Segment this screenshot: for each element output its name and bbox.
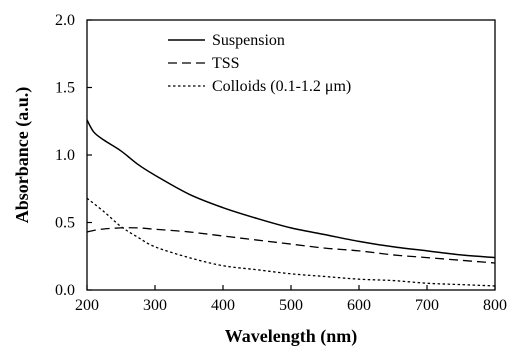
legend-label: Suspension bbox=[212, 32, 285, 49]
series-line-2 bbox=[86, 227, 496, 264]
x-tick-label: 200 bbox=[75, 297, 99, 314]
series-line-3 bbox=[86, 197, 496, 287]
x-tick-label: 600 bbox=[347, 297, 371, 314]
x-tick-label: 300 bbox=[143, 297, 167, 314]
legend-label: TSS bbox=[212, 55, 240, 72]
x-axis: 200 300 400 500 600 700 800 bbox=[75, 285, 507, 314]
x-axis-title: Wavelength (nm) bbox=[225, 326, 358, 347]
series-line-1 bbox=[86, 119, 496, 259]
legend-label: Colloids (0.1-1.2 μm) bbox=[212, 78, 351, 95]
y-tick-label: 1.5 bbox=[55, 80, 75, 97]
y-tick-label: 0.0 bbox=[55, 282, 75, 299]
y-tick-label: 1.0 bbox=[55, 147, 75, 164]
x-tick-label: 400 bbox=[211, 297, 235, 314]
legend: Suspension TSS Colloids (0.1-1.2 μm) bbox=[168, 32, 351, 95]
plot-lines bbox=[86, 119, 496, 287]
x-tick-label: 500 bbox=[279, 297, 303, 314]
plot-frame bbox=[86, 19, 496, 291]
x-tick-label: 700 bbox=[415, 297, 439, 314]
y-axis: 0.0 0.5 1.0 1.5 2.0 bbox=[55, 12, 92, 299]
y-axis-title: Absorbance (a.u.) bbox=[12, 87, 33, 224]
y-tick-label: 2.0 bbox=[55, 12, 75, 29]
x-tick-label: 800 bbox=[483, 297, 507, 314]
y-tick-label: 0.5 bbox=[55, 215, 75, 232]
